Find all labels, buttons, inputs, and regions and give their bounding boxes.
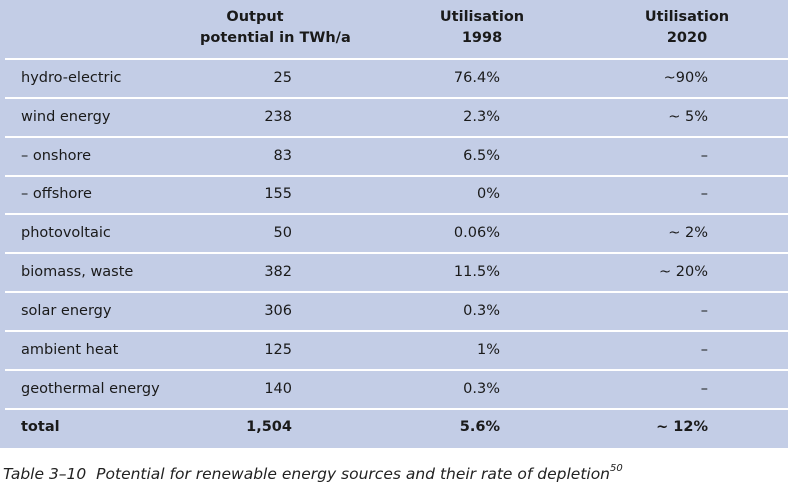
cell-output: 1,504 [246,419,292,435]
table-row: geothermal energy 140 0.3% – [0,370,788,408]
header-u2020-line2: 2020 [666,30,708,46]
row-divider [5,97,788,99]
header-utilisation-2020: Utilisation 2020 [617,7,757,49]
cell-source: ambient heat [21,342,119,358]
cell-utilisation-2020: ~ 2% [668,225,708,241]
cell-output: 140 [264,381,292,397]
cell-source: biomass, waste [21,264,134,280]
header-u1998-line1: Utilisation [439,9,525,25]
cell-source: hydro-electric [21,70,122,86]
row-divider [5,213,788,215]
cell-utilisation-2020: – [700,381,708,397]
renewable-energy-table: Output potential in TWh/a Utilisation 19… [0,0,788,448]
table-row: – offshore 155 0% – [0,175,788,213]
caption-label: Table 3–10 [3,465,87,483]
table-total-row: total 1,504 5.6% ~ 12% [0,408,788,446]
row-divider [5,58,788,60]
caption-text: Potential for renewable energy sources a… [96,465,611,483]
cell-output: 238 [264,109,292,125]
table-row: photovoltaic 50 0.06% ~ 2% [0,214,788,252]
row-divider [5,136,788,138]
cell-output: 155 [264,186,292,202]
cell-output: 50 [273,225,292,241]
cell-utilisation-2020: – [700,342,708,358]
header-u2020-line1: Utilisation [644,9,730,25]
cell-output: 83 [273,148,292,164]
header-u1998-line2: 1998 [461,30,503,46]
row-divider [5,252,788,254]
table-row: – onshore 83 6.5% – [0,137,788,175]
table-row: hydro-electric 25 76.4% ~90% [0,59,788,97]
table-header-row: Output potential in TWh/a Utilisation 19… [0,7,788,57]
row-divider [5,369,788,371]
table-caption: Table 3–10 Potential for renewable energ… [3,463,623,483]
header-output-line2: potential in TWh/a [200,30,351,46]
cell-utilisation-1998: 0.06% [453,225,500,241]
cell-source: geothermal energy [21,381,160,397]
cell-source: photovoltaic [21,225,111,241]
row-divider [5,408,788,410]
cell-utilisation-2020: – [700,148,708,164]
header-output-potential: Output potential in TWh/a [200,7,351,49]
cell-utilisation-2020: ~ 5% [668,109,708,125]
cell-output: 306 [264,303,292,319]
cell-utilisation-2020: – [700,186,708,202]
cell-output: 125 [264,342,292,358]
header-utilisation-1998: Utilisation 1998 [412,7,552,49]
cell-output: 25 [273,70,292,86]
cell-source: total [21,419,60,435]
cell-output: 382 [264,264,292,280]
cell-utilisation-1998: 0% [476,186,500,202]
table-row: wind energy 238 2.3% ~ 5% [0,98,788,136]
cell-utilisation-1998: 6.5% [463,148,500,164]
cell-utilisation-1998: 1% [476,342,500,358]
row-divider [5,291,788,293]
row-divider [5,175,788,177]
cell-utilisation-2020: ~ 12% [656,419,708,435]
cell-source: – offshore [21,186,92,202]
cell-source: wind energy [21,109,111,125]
cell-source: – onshore [21,148,92,164]
cell-source: solar energy [21,303,112,319]
caption-footnote: 50 [610,463,623,474]
cell-utilisation-1998: 76.4% [453,70,500,86]
row-divider [5,330,788,332]
cell-utilisation-2020: ~ 20% [659,264,708,280]
table-row: biomass, waste 382 11.5% ~ 20% [0,253,788,291]
cell-utilisation-1998: 11.5% [453,264,500,280]
cell-utilisation-2020: ~90% [663,70,708,86]
cell-utilisation-2020: – [700,303,708,319]
table-row: solar energy 306 0.3% – [0,292,788,330]
header-output-line1: Output [226,9,284,25]
cell-utilisation-1998: 2.3% [463,109,500,125]
cell-utilisation-1998: 0.3% [463,381,500,397]
cell-utilisation-1998: 5.6% [459,419,500,435]
cell-utilisation-1998: 0.3% [463,303,500,319]
table-row: ambient heat 125 1% – [0,331,788,369]
